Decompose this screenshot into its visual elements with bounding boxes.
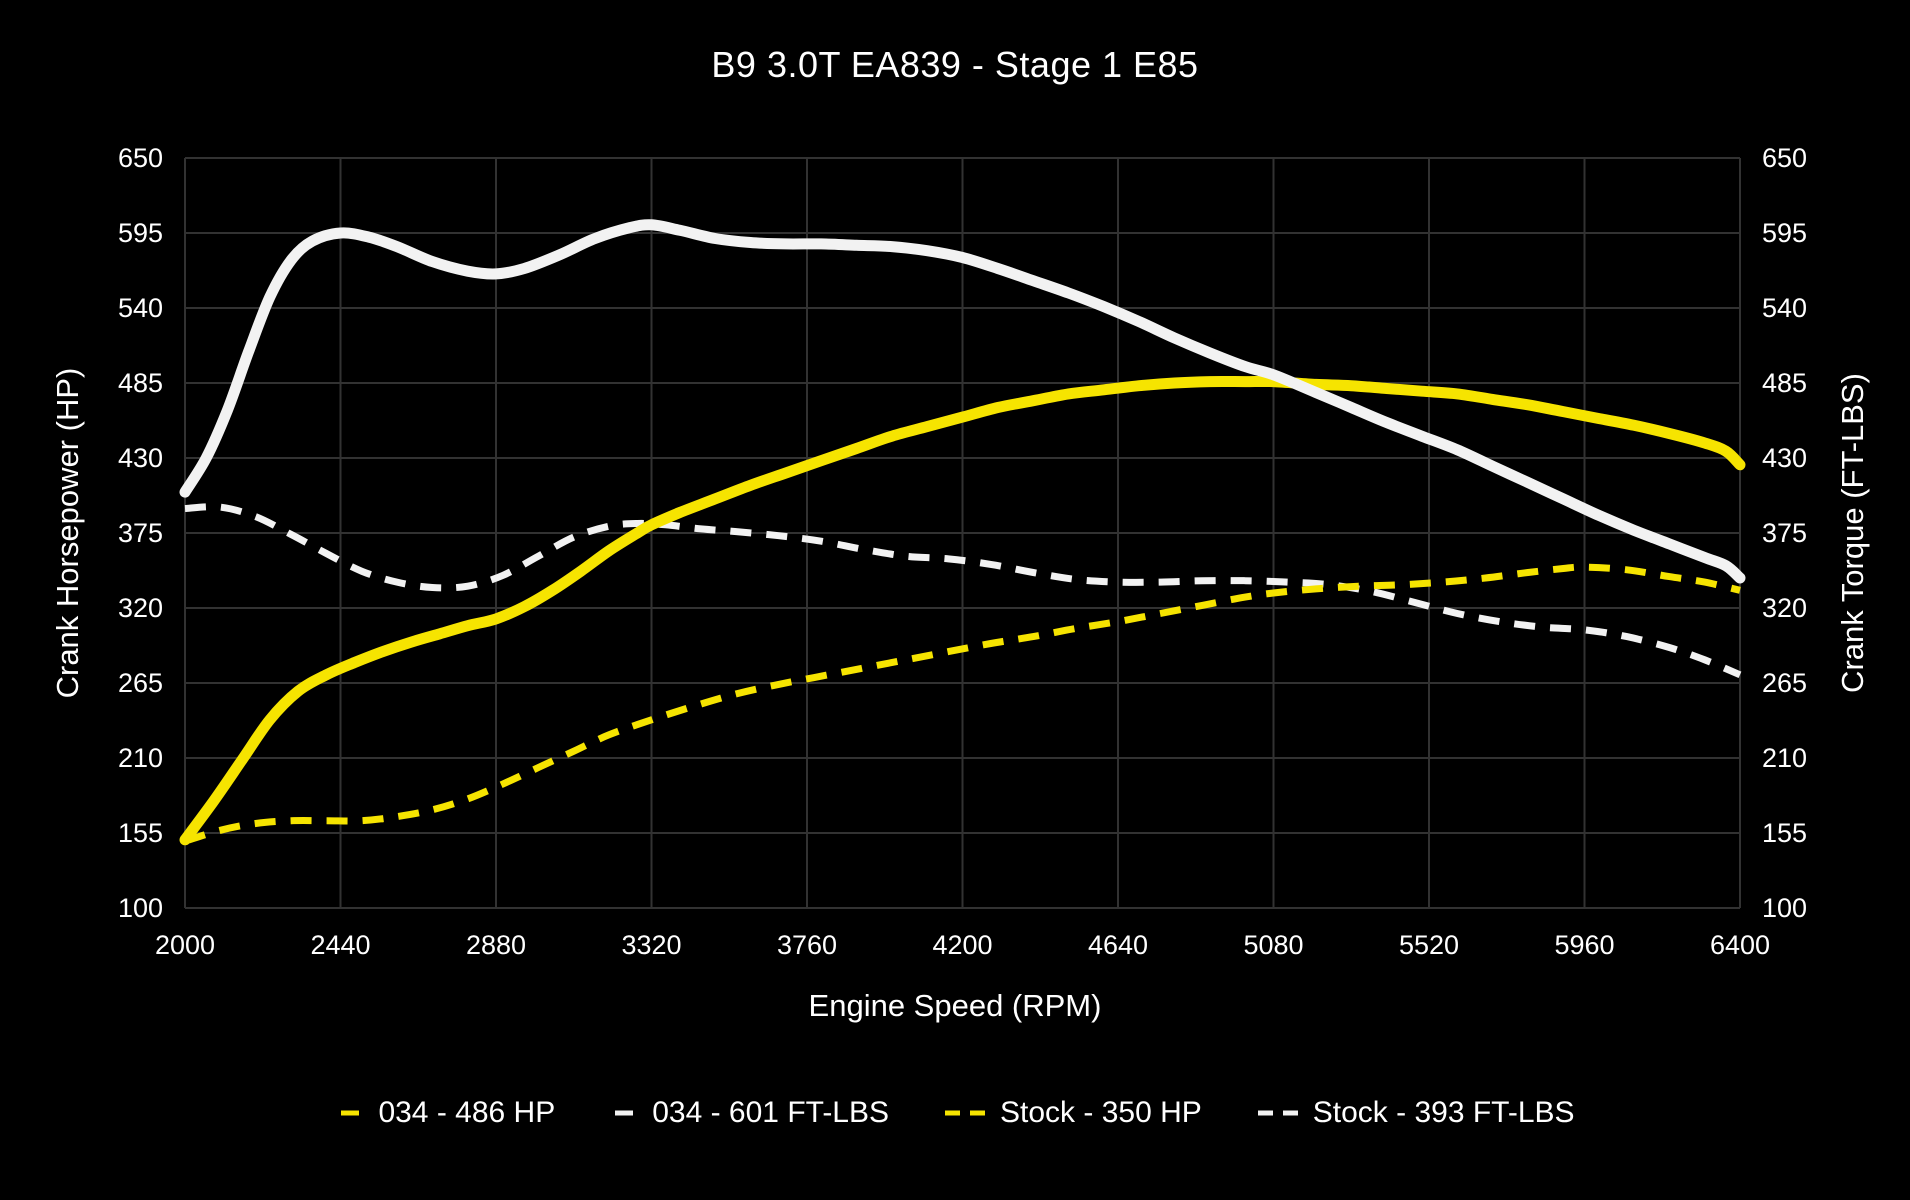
y-tick-label-right: 430	[1762, 443, 1807, 473]
legend-marker-solid-white	[615, 1110, 634, 1116]
x-tick-label: 5080	[1243, 930, 1303, 960]
x-tick-label: 3320	[621, 930, 681, 960]
x-tick-label: 6400	[1710, 930, 1770, 960]
legend-item-tuned-torque: 034 - 601 FT-LBS	[609, 1096, 889, 1130]
legend-label: Stock - 350 HP	[1000, 1096, 1202, 1129]
y-tick-label-right: 485	[1762, 368, 1807, 398]
y-axis-label-right: Crank Torque (FT-LBS)	[1835, 373, 1870, 693]
y-tick-label-right: 210	[1762, 743, 1807, 773]
y-tick-label-right: 650	[1762, 143, 1807, 173]
y-tick-label-left: 210	[118, 743, 163, 773]
y-tick-label-left: 540	[118, 293, 163, 323]
y-tick-label-left: 650	[118, 143, 163, 173]
y-tick-label-left: 155	[118, 818, 163, 848]
x-tick-label: 2000	[155, 930, 215, 960]
x-tick-label: 2440	[310, 930, 370, 960]
x-axis-label: Engine Speed (RPM)	[808, 988, 1102, 1023]
y-tick-label-left: 595	[118, 218, 163, 248]
legend-marker-dashed-white	[1257, 1110, 1298, 1116]
legend-marker-solid-yellow	[341, 1110, 360, 1116]
legend-label: 034 - 486 HP	[378, 1096, 556, 1129]
x-tick-label: 5960	[1554, 930, 1614, 960]
legend-item-stock-torque: Stock - 393 FT-LBS	[1256, 1096, 1575, 1130]
y-tick-label-right: 320	[1762, 593, 1807, 623]
chart-title: B9 3.0T EA839 - Stage 1 E85	[711, 44, 1199, 85]
y-tick-label-right: 265	[1762, 668, 1807, 698]
y-tick-label-right: 595	[1762, 218, 1807, 248]
x-tick-label: 3760	[777, 930, 837, 960]
y-tick-label-left: 485	[118, 368, 163, 398]
y-axis-label-left: Crank Horsepower (HP)	[50, 367, 85, 699]
curve-stock-torque	[184, 503, 1742, 679]
legend-marker-dashed-yellow	[945, 1110, 986, 1116]
legend-label: Stock - 393 FT-LBS	[1312, 1096, 1575, 1129]
y-tick-label-left: 430	[118, 443, 163, 473]
y-tick-label-right: 540	[1762, 293, 1807, 323]
y-tick-label-right: 375	[1762, 518, 1807, 548]
x-tick-label: 4640	[1088, 930, 1148, 960]
y-tick-label-right: 155	[1762, 818, 1807, 848]
curve-stock-hp	[183, 563, 1741, 845]
y-tick-label-left: 265	[118, 668, 163, 698]
x-tick-label: 2880	[466, 930, 526, 960]
legend: 034 - 486 HP 034 - 601 FT-LBS Stock - 35…	[0, 1096, 1910, 1130]
y-tick-label-left: 320	[118, 593, 163, 623]
y-tick-label-left: 375	[118, 518, 163, 548]
curve-tuned-hp	[179, 375, 1746, 846]
legend-item-stock-hp: Stock - 350 HP	[943, 1096, 1202, 1130]
y-tick-label-left: 100	[118, 893, 163, 923]
curve-tuned-torque	[179, 219, 1746, 584]
legend-label: 034 - 601 FT-LBS	[652, 1096, 890, 1129]
legend-item-tuned-hp: 034 - 486 HP	[335, 1096, 555, 1130]
x-tick-label: 5520	[1399, 930, 1459, 960]
y-tick-label-right: 100	[1762, 893, 1807, 923]
x-tick-label: 4200	[932, 930, 992, 960]
